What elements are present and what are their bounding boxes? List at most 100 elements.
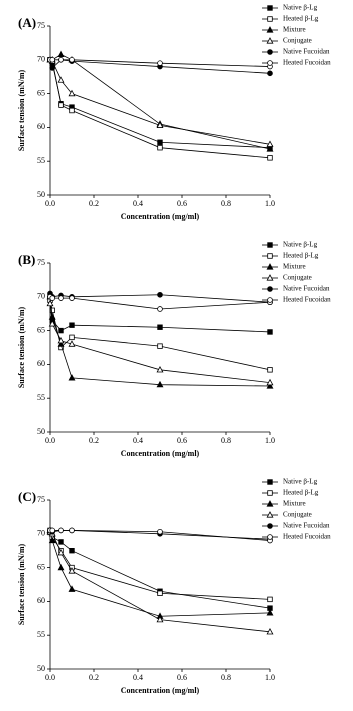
marker <box>267 5 273 11</box>
marker <box>68 89 76 97</box>
legend-label: Conjugate <box>283 274 312 282</box>
x-axis-label: Concentration (mg/ml) <box>121 212 200 221</box>
y-tick-label: 75 <box>37 21 45 30</box>
x-axis-label: Concentration (mg/ml) <box>121 449 200 458</box>
marker <box>57 548 65 556</box>
y-tick-label: 70 <box>37 292 45 301</box>
marker <box>48 536 56 544</box>
x-tick-label: 1.0 <box>265 199 275 208</box>
marker <box>266 145 274 152</box>
marker <box>267 596 273 603</box>
y-tick-label: 50 <box>37 427 45 436</box>
marker <box>157 60 163 66</box>
marker <box>157 306 163 312</box>
marker <box>267 70 273 77</box>
marker <box>266 627 274 635</box>
marker <box>157 590 163 596</box>
marker <box>266 382 274 389</box>
y-tick-label: 50 <box>37 190 45 199</box>
marker <box>68 585 76 592</box>
y-tick-label: 70 <box>37 55 45 64</box>
x-tick-label: 1.0 <box>265 673 275 682</box>
y-tick-label: 50 <box>37 664 45 673</box>
series-line <box>49 303 271 384</box>
legend-label: Conjugate <box>283 37 312 45</box>
marker <box>58 527 64 534</box>
legend-label: Mixture <box>283 500 306 508</box>
marker <box>69 295 75 301</box>
x-tick-label: 0.4 <box>133 199 143 208</box>
marker <box>267 155 273 161</box>
panel: (C) 50 55 60 65 70 75 0.0 0.2 0.4 0.6 0.8 1.0 Concent… <box>17 478 331 695</box>
series-line <box>49 296 271 387</box>
panel: (A) 50 55 60 65 70 75 0.0 0.2 0.4 0.6 0.8 1.0 Concent… <box>17 4 331 221</box>
x-tick-label: 0.8 <box>221 673 231 682</box>
legend-label: Native Fucoidan <box>283 285 330 293</box>
marker <box>267 297 273 303</box>
legend-label: Native Fucoidan <box>283 48 330 56</box>
panel-title: (C) <box>18 489 36 504</box>
marker <box>58 327 64 334</box>
marker <box>68 340 76 347</box>
marker <box>49 295 55 301</box>
marker <box>58 56 64 63</box>
panel-title: (A) <box>18 15 36 30</box>
marker <box>157 528 163 535</box>
x-tick-label: 0.0 <box>45 673 55 682</box>
legend-label: Heated Fucoidan <box>283 59 331 67</box>
marker <box>156 121 164 128</box>
y-tick-label: 75 <box>37 495 45 504</box>
marker <box>57 76 65 83</box>
series-line <box>49 59 271 145</box>
marker <box>57 563 65 571</box>
legend-label: Conjugate <box>283 511 312 519</box>
legend-label: Native β-Lg <box>283 478 318 486</box>
y-axis-label: Surface tension (mN/m) <box>17 544 26 626</box>
x-tick-label: 0.6 <box>177 199 187 208</box>
marker <box>157 324 163 330</box>
marker <box>267 523 273 529</box>
legend-label: Native β-Lg <box>283 241 318 249</box>
y-tick-label: 60 <box>37 122 45 131</box>
x-tick-label: 0.4 <box>133 436 143 445</box>
marker <box>157 139 163 145</box>
marker <box>266 26 274 33</box>
legend-label: Mixture <box>283 263 306 271</box>
marker <box>266 609 274 616</box>
y-tick-label: 55 <box>37 630 45 639</box>
marker <box>156 365 164 373</box>
marker <box>46 299 54 307</box>
x-tick-label: 0.2 <box>89 199 99 208</box>
y-tick-label: 65 <box>37 562 45 571</box>
marker <box>69 107 75 114</box>
marker <box>49 56 55 63</box>
legend-label: Heated Fucoidan <box>283 533 331 541</box>
marker <box>58 102 64 108</box>
marker <box>267 479 273 485</box>
legend-label: Heated Fucoidan <box>283 296 331 304</box>
legend-label: Native Fucoidan <box>283 522 330 530</box>
marker <box>58 295 64 301</box>
legend-label: Mixture <box>283 26 306 34</box>
marker <box>69 56 75 63</box>
marker <box>267 16 273 22</box>
marker <box>266 378 274 386</box>
y-axis-label: Surface tension (mN/m) <box>17 70 26 152</box>
marker <box>57 340 65 347</box>
y-tick-label: 75 <box>37 258 45 267</box>
y-tick-label: 60 <box>37 359 45 368</box>
marker <box>267 253 273 259</box>
y-tick-label: 65 <box>37 325 45 334</box>
marker <box>157 343 163 349</box>
marker <box>266 511 274 518</box>
marker <box>267 534 273 540</box>
marker <box>266 263 274 270</box>
marker <box>69 548 75 554</box>
x-tick-label: 0.2 <box>89 436 99 445</box>
marker <box>267 367 273 373</box>
marker <box>157 144 163 151</box>
marker <box>267 329 273 335</box>
x-tick-label: 0.8 <box>221 199 231 208</box>
